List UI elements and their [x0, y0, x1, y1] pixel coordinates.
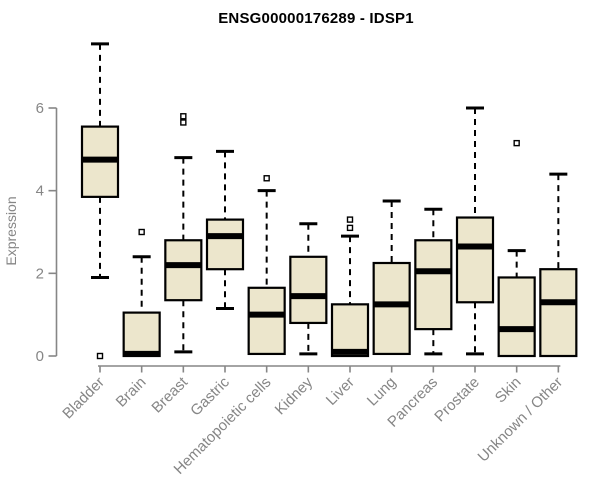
box-group-hematopoietic-cells [247, 175, 286, 356]
y-tick-label-2: 2 [36, 265, 44, 282]
iqr-box [205, 218, 245, 271]
chart-title: ENSG00000176289 - IDSP1 [218, 10, 414, 27]
x-tick-label-breast: Breast [148, 373, 191, 416]
iqr-box [372, 261, 411, 356]
y-tick-label-0: 0 [36, 348, 44, 365]
iqr-box [289, 255, 328, 325]
outlier-point [263, 175, 270, 182]
y-tick-label-6: 6 [36, 100, 44, 117]
x-tick-label-kidney: Kidney [272, 373, 317, 418]
iqr-box [122, 311, 161, 358]
x-tick-label-skin: Skin [492, 374, 525, 407]
outlier-point [180, 119, 187, 126]
outlier-point [513, 139, 520, 147]
iqr-box [539, 268, 578, 358]
box-group-breast [164, 113, 203, 354]
iqr-box [497, 276, 536, 358]
y-axis-label: Expression [3, 196, 19, 265]
box-group-bladder [80, 42, 120, 360]
iqr-box [164, 239, 203, 302]
box-group-liver [330, 216, 370, 358]
box-group-brain [122, 228, 161, 358]
box-group-unknown-other [539, 172, 578, 358]
iqr-box [414, 239, 453, 331]
outlier-point [346, 224, 354, 232]
x-tick-label-lung: Lung [364, 374, 400, 410]
outlier-point [346, 216, 354, 223]
box-group-prostate [455, 106, 495, 356]
iqr-box [247, 286, 286, 356]
x-tick-label-bladder: Bladder [59, 374, 108, 423]
iqr-box [455, 216, 495, 304]
box-group-pancreas [414, 207, 453, 356]
y-axis: 0 2 4 6 [36, 100, 58, 365]
y-tick-label-4: 4 [36, 183, 44, 200]
x-tick-label-brain: Brain [113, 374, 150, 411]
x-tick-label-prostate: Prostate [431, 374, 483, 426]
iqr-box [330, 303, 370, 358]
outlier-point [96, 352, 104, 360]
outlier-point [138, 228, 145, 236]
box-group-lung [372, 199, 411, 356]
x-tick-label-liver: Liver [323, 374, 358, 409]
box-group-gastric [205, 149, 245, 310]
box-group-skin [497, 139, 536, 358]
outlier-point [180, 113, 187, 120]
box-group-kidney [289, 222, 328, 356]
